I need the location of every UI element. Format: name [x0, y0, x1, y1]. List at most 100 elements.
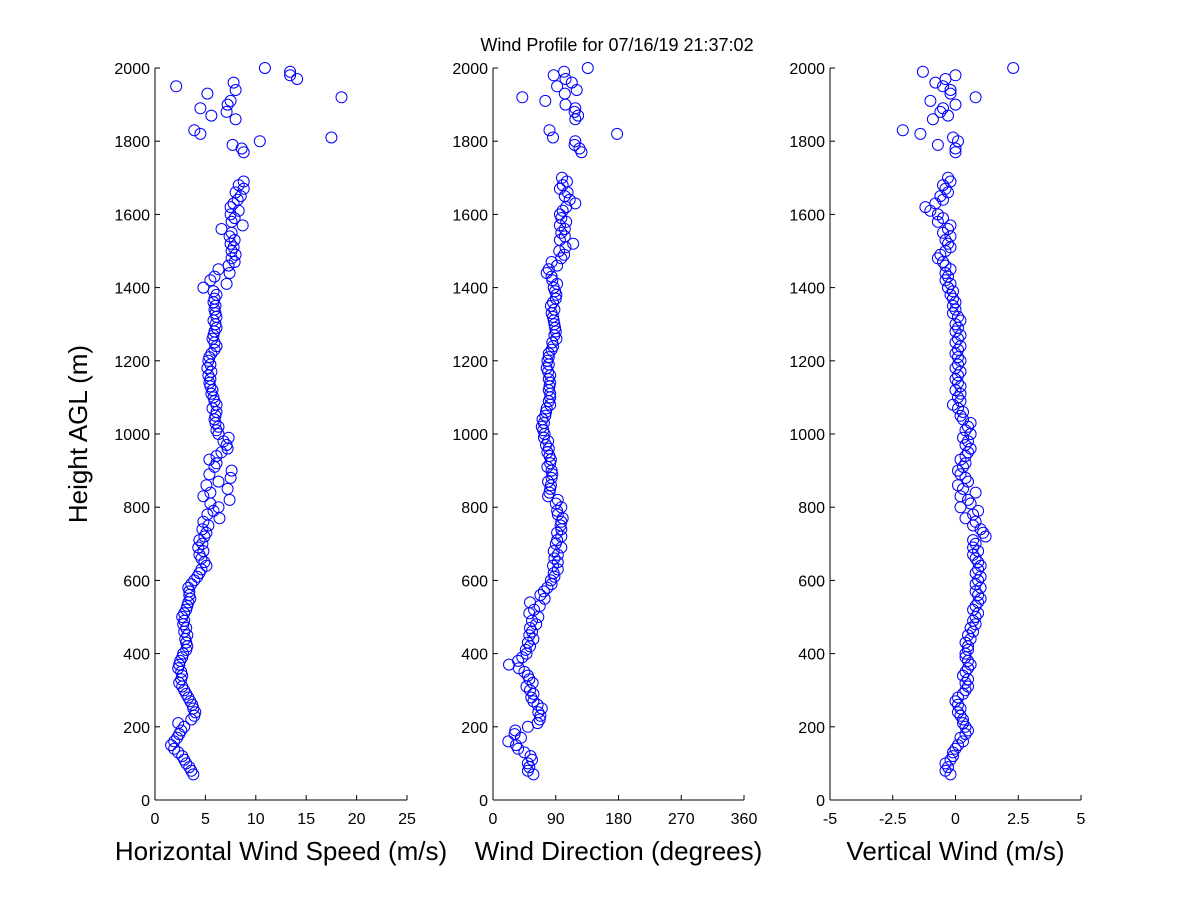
vertical-point	[944, 175, 957, 188]
speed-point	[182, 581, 195, 594]
vertical-point	[949, 695, 962, 708]
speed-point	[237, 175, 250, 188]
direction-point	[555, 226, 568, 239]
speed-upper-point	[221, 98, 234, 111]
vertical-ytick-label: 200	[798, 720, 825, 737]
direction-upper-point	[572, 109, 585, 122]
vertical-upper-point	[949, 142, 962, 155]
vertical-upper-point	[937, 80, 949, 93]
speed-point	[204, 274, 217, 287]
speed-point	[185, 578, 198, 591]
vertical-upper-point	[944, 87, 957, 100]
speed-point	[200, 526, 213, 539]
speed-upper-point	[227, 76, 240, 89]
vertical-point	[939, 274, 952, 287]
direction-point	[534, 709, 547, 722]
speed-point	[196, 523, 209, 536]
vertical-ytick-label: 0	[816, 793, 825, 810]
vertical-point	[942, 237, 954, 250]
vertical-ytick-label: 1600	[789, 207, 825, 224]
vertical-xtick-label: -2.5	[879, 811, 907, 828]
vertical-xtick-label: -5	[823, 811, 837, 828]
speed-upper-point	[229, 84, 242, 96]
direction-point	[539, 409, 552, 422]
speed-point	[212, 501, 225, 514]
direction-point	[547, 567, 560, 580]
speed-ytick-label: 800	[123, 500, 150, 517]
direction-point	[551, 526, 564, 539]
direction-point	[538, 592, 551, 605]
direction-point	[536, 413, 549, 426]
speed-point	[176, 750, 189, 763]
vertical-point	[939, 259, 952, 272]
speed-point	[181, 629, 194, 642]
speed-point	[205, 365, 218, 378]
speed-ytick-label: 600	[123, 573, 150, 590]
vertical-upper-point	[947, 131, 959, 144]
speed-point	[225, 464, 238, 477]
vertical-point	[969, 537, 982, 550]
direction-upper-point	[558, 87, 571, 100]
vertical-point	[962, 680, 974, 693]
speed-ytick-label: 1400	[114, 281, 150, 298]
speed-point	[197, 515, 210, 528]
speed-point	[210, 288, 223, 301]
speed-xtick-label: 10	[247, 811, 265, 828]
direction-point	[542, 475, 555, 488]
vertical-upper-point	[931, 138, 944, 151]
direction-point	[553, 208, 566, 221]
speed-point	[208, 270, 221, 283]
vertical-point	[954, 409, 967, 422]
speed-upper-point	[194, 102, 207, 115]
direction-xtick-label: 90	[547, 811, 565, 828]
speed-panel: 0 5 10 15 20 25 0 200 400 600 800 1000 1200 1400 1600 1…	[63, 61, 447, 866]
speed-ytick-label: 1200	[114, 354, 150, 371]
vertical-xtick-label: 5	[1077, 811, 1086, 828]
vertical-point	[962, 475, 974, 488]
vertical-ytick-label: 1000	[789, 427, 825, 444]
vertical-point	[954, 490, 967, 503]
vertical-point	[969, 618, 982, 631]
vertical-point	[959, 720, 972, 733]
direction-point	[531, 698, 544, 711]
vertical-point	[947, 299, 959, 312]
vertical-ytick-label: 1800	[789, 134, 825, 151]
vertical-upper-point	[937, 102, 949, 115]
vertical-point	[959, 439, 972, 451]
speed-point	[231, 193, 244, 206]
speed-upper-point	[226, 138, 239, 151]
direction-point	[546, 336, 559, 349]
speed-point	[228, 212, 241, 225]
direction-ytick-label: 800	[461, 500, 488, 517]
vertical-point	[942, 171, 954, 184]
direction-point	[542, 442, 555, 455]
vertical-ytick-label: 800	[798, 500, 825, 517]
speed-point	[201, 508, 214, 521]
direction-upper-point	[565, 76, 578, 89]
vertical-point	[957, 431, 969, 444]
vertical-upper-point	[914, 127, 927, 140]
speed-point	[172, 717, 185, 730]
speed-upper-point	[253, 135, 266, 148]
speed-ytick-label: 200	[123, 720, 150, 737]
speed-upper-point	[194, 127, 207, 140]
vertical-point	[954, 709, 967, 722]
direction-upper-point	[581, 62, 594, 74]
vertical-point	[952, 391, 964, 404]
direction-upper-point	[611, 127, 624, 140]
speed-point	[221, 482, 234, 495]
speed-point	[196, 537, 209, 550]
direction-point	[537, 585, 550, 598]
vertical-upper-point	[949, 98, 962, 111]
direction-point	[544, 574, 557, 587]
vertical-upper-point	[916, 65, 929, 78]
direction-upper-point	[516, 91, 529, 104]
direction-xtick-label: 270	[668, 811, 695, 828]
vertical-ytick-label: 400	[798, 647, 825, 664]
speed-upper-point	[188, 124, 201, 137]
direction-upper-point	[547, 69, 560, 82]
vertical-upper-point	[949, 146, 962, 159]
direction-point	[532, 706, 545, 719]
speed-xtick-label: 15	[297, 811, 315, 828]
